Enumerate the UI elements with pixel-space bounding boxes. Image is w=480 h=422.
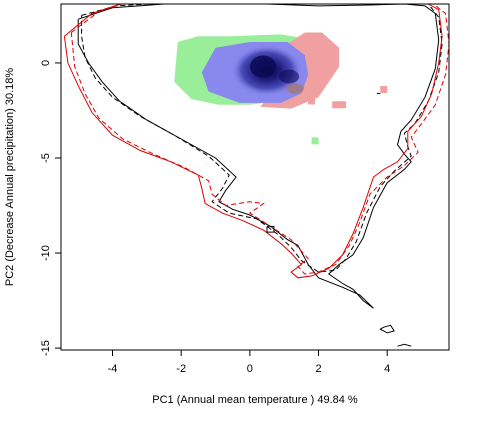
contour-black-solid (77, 4, 440, 309)
region-cell (380, 86, 388, 94)
region-cell (332, 101, 340, 109)
contour-island (266, 225, 275, 233)
y-tick-label: 0 (40, 60, 52, 66)
region-cell (308, 97, 316, 105)
x-tick-label: -2 (176, 363, 186, 375)
plot-frame (60, 3, 450, 351)
x-tick-label: 4 (384, 363, 390, 375)
contour-black-dashed (81, 4, 443, 273)
contour-lines (63, 4, 449, 347)
contour-island (397, 343, 412, 347)
contour-red-solid (63, 4, 443, 279)
region-cell (339, 101, 347, 109)
density-core-secondary (279, 69, 300, 84)
x-tick-label: 0 (247, 363, 253, 375)
y-tick-label: -15 (40, 340, 52, 356)
contour-island (379, 324, 395, 334)
density-overlap-band (286, 83, 305, 94)
density-core-peak (250, 55, 277, 78)
x-axis-title: PC1 (Annual mean temperature ) 49.84 % (152, 394, 358, 406)
x-tick-label: 2 (315, 363, 321, 375)
y-axis-title: PC2 (Decrease Annual precipitation) 30.1… (4, 68, 16, 287)
region-cell (311, 137, 319, 145)
density-regions (174, 32, 388, 145)
x-tick-label: -4 (108, 363, 118, 375)
y-tick-label: -10 (40, 245, 52, 261)
axes: -4 -2 0 2 4 0 -5 -10 -15 (40, 60, 390, 375)
y-tick-label: -5 (40, 153, 52, 163)
